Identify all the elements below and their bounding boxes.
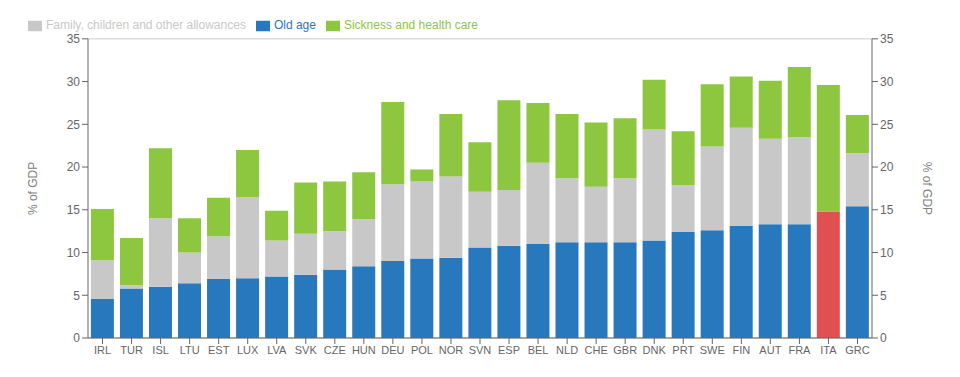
svg-text:FIN: FIN xyxy=(732,344,750,356)
svg-text:IRL: IRL xyxy=(94,344,111,356)
svg-text:SWE: SWE xyxy=(700,344,725,356)
html-text:Family, children and other all: Family, children and other allowances xyxy=(46,18,246,32)
svg-text:CHE: CHE xyxy=(585,344,608,356)
svg-text:EST: EST xyxy=(208,344,230,356)
svg-text:15: 15 xyxy=(880,203,894,217)
svg-text:SVN: SVN xyxy=(469,344,492,356)
svg-text:5: 5 xyxy=(73,289,80,303)
svg-text:PRT: PRT xyxy=(672,344,694,356)
svg-text:SVK: SVK xyxy=(295,344,318,356)
svg-text:GBR: GBR xyxy=(613,344,637,356)
svg-text:25: 25 xyxy=(67,118,81,132)
svg-text:POL: POL xyxy=(411,344,433,356)
svg-text:NOR: NOR xyxy=(439,344,464,356)
svg-text:35: 35 xyxy=(67,32,81,46)
svg-text:LUX: LUX xyxy=(237,344,259,356)
svg-text:ITA: ITA xyxy=(820,344,837,356)
svg-text:TUR: TUR xyxy=(120,344,143,356)
html-text:Sickness and health care: Sickness and health care xyxy=(343,18,478,32)
svg-text:10: 10 xyxy=(67,246,81,260)
svg-text:0: 0 xyxy=(880,331,887,345)
svg-text:25: 25 xyxy=(880,118,894,132)
svg-text:ISL: ISL xyxy=(152,344,169,356)
svg-text:DNK: DNK xyxy=(643,344,667,356)
svg-text:10: 10 xyxy=(880,246,894,260)
svg-text:30: 30 xyxy=(880,75,894,89)
svg-text:LTU: LTU xyxy=(180,344,200,356)
svg-text:% of GDP: % of GDP xyxy=(920,162,934,215)
svg-text:% of GDP: % of GDP xyxy=(26,162,40,215)
svg-text:HUN: HUN xyxy=(352,344,376,356)
html-text:Old age: Old age xyxy=(273,18,316,32)
svg-text:AUT: AUT xyxy=(759,344,781,356)
svg-text:30: 30 xyxy=(67,75,81,89)
svg-text:DEU: DEU xyxy=(381,344,404,356)
svg-text:20: 20 xyxy=(880,160,894,174)
svg-text:ESP: ESP xyxy=(498,344,520,356)
svg-text:15: 15 xyxy=(67,203,81,217)
svg-text:5: 5 xyxy=(880,289,887,303)
svg-text:CZE: CZE xyxy=(324,344,346,356)
svg-text:35: 35 xyxy=(880,32,894,46)
svg-text:LVA: LVA xyxy=(267,344,287,356)
svg-text:0: 0 xyxy=(73,331,80,345)
svg-text:NLD: NLD xyxy=(556,344,578,356)
svg-text:BEL: BEL xyxy=(528,344,549,356)
svg-text:GRC: GRC xyxy=(845,344,870,356)
svg-text:20: 20 xyxy=(67,160,81,174)
svg-text:FRA: FRA xyxy=(788,344,811,356)
